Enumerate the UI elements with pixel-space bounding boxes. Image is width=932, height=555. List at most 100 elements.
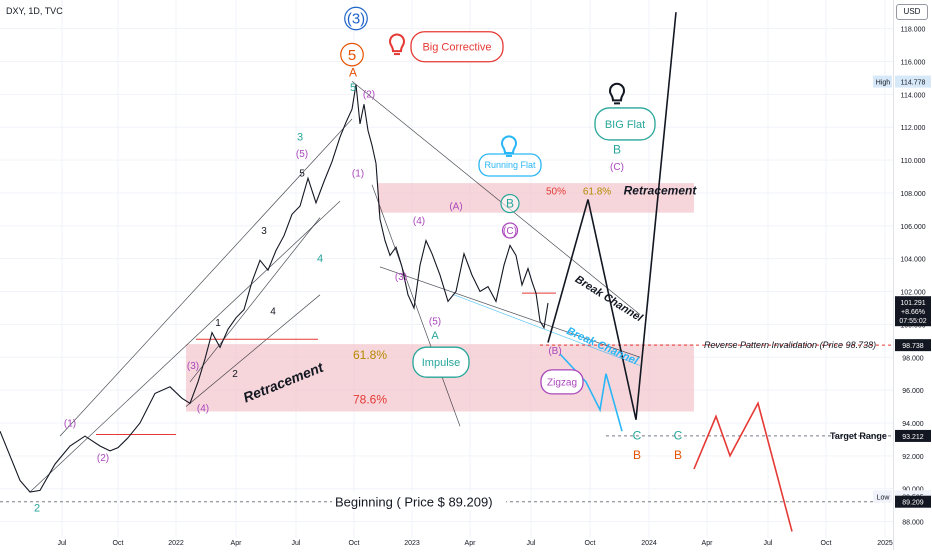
price-label: 114.778 [901,80,926,87]
wave-label: B [633,448,641,462]
wave-label-circle [344,6,368,31]
bulb-outline [609,82,625,102]
price-label-bg [895,495,931,508]
price-series [0,84,549,493]
wave-label: (A) [449,201,462,212]
wave-label: 61.8% [583,187,611,198]
x-tick-label: Oct [585,540,596,547]
wave-label: 4 [317,253,323,265]
price-tag: Low [877,494,891,501]
bulb-icon-black [609,82,625,105]
last-price-text: +8.66% [901,309,925,316]
callout-text: Impulse [422,357,461,369]
callout-box [410,31,504,63]
callout-box [478,153,542,177]
wave-label: 50% [546,187,566,198]
wave-label: 61.8% [353,348,387,362]
bulb-outline [501,135,517,154]
price-line [0,84,549,493]
wave-label: (2) [363,90,375,101]
price-label: 106.000 [900,224,925,231]
x-tick-label: 2023 [404,540,420,547]
callout-box [540,369,584,395]
x-tick-label: Jul [764,540,773,547]
x-tick-label: Jul [292,540,301,547]
wave-label: 5 [348,47,356,64]
price-label: 102.000 [900,290,925,297]
bulb-outline [389,33,405,53]
price-label: 112.000 [901,125,926,132]
callout-text: BIG Flat [605,119,645,131]
wave-label: 2 [232,369,238,380]
wave-label-circle [501,222,519,239]
x-tick-label: 2022 [168,540,184,547]
price-label: 89.209 [902,500,924,507]
price-label: 93.212 [902,434,924,441]
symbol-header: DXY, 1D, TVC [6,6,63,16]
x-tick-label: Jul [527,540,536,547]
price-tag-bg [873,75,892,88]
wave-label: (3) [187,361,199,372]
wave-label: Break Channel [573,273,645,324]
wave-label: (1) [352,169,364,180]
bulb-icon-red [389,33,405,56]
callout-box [412,346,470,378]
price-label: 108.000 [900,191,925,198]
price-label: 92.000 [902,454,924,461]
x-tick-label: Jul [58,540,67,547]
wave-label: 4 [270,307,276,318]
wave-label: (C) [610,162,624,173]
callout-text: Zigzag [547,377,577,388]
wave-label: (1) [64,418,76,429]
wave-label: 3 [261,226,267,237]
cyan-channel [453,294,641,366]
wave-label-circle [500,193,520,214]
target-label: Target Range [830,431,887,441]
currency-button[interactable]: USD [896,4,928,20]
price-label: 94.000 [902,421,924,428]
x-tick-label: Apr [702,540,714,547]
beginning-label: Beginning ( Price $ 89.209) [335,495,493,510]
wave-label-circle [340,42,364,67]
price-label: 98.000 [902,355,924,362]
price-axis: 118.000 116.000 114.778 114.000 112.000 110.0… [895,27,931,527]
wedge-upper [351,80,641,315]
wave-label: B [506,197,514,211]
x-tick-label: Apr [465,540,477,547]
price-label: 114.000 [901,92,926,99]
mid-channel [379,266,641,358]
price-axis-panel[interactable]: 118.000 116.000 114.778 114.000 112.000 110.0… [893,0,932,550]
inner-lower [185,294,321,407]
wedge-lower [371,184,461,427]
red-projection [693,401,793,532]
wave-label: (5) [296,149,308,160]
x-tick-label: 2024 [641,540,657,547]
wave-label: C [674,428,683,442]
price-label: 104.000 [900,257,925,264]
price-label-bg [895,75,931,88]
wave-label: (2) [97,453,109,464]
wave-label: (C) [503,226,517,237]
black-projection [547,12,677,420]
price-label: 88.000 [902,520,924,527]
horizontal-levels: Reverse Pattern Invalidation (Price 98.7… [0,292,893,510]
wave-label: A [431,330,439,342]
last-price-text: 07:55:02 [899,318,926,325]
x-tick-label: Oct [821,540,832,547]
wave-label: Retracement [624,184,698,198]
wave-label: (4) [197,403,209,414]
callout-text: Big Corrective [422,42,491,54]
callout-text: Running Flat [484,160,536,170]
wave-label: (B) [548,346,561,357]
price-label: 118.000 [901,27,926,34]
wave-label: B [674,448,682,462]
price-label: 110.000 [901,158,926,165]
price-label-bg [895,339,931,352]
wave-annotations: (3)5A5(2)(1)3(5)534412(3)(4)(1)(2)2(4)(3… [34,6,698,515]
beginning-label-bg [332,491,506,510]
wave-label: 1 [215,318,221,329]
retracement-zone-top [378,183,694,213]
wave-label: A [349,65,357,79]
wave-label: (4) [413,216,425,227]
